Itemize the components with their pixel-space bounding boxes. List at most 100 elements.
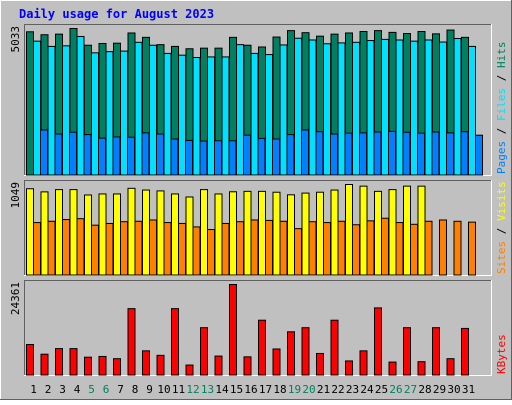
bar-visits-day-17 bbox=[258, 190, 266, 276]
day-labels: 1 2 3 4 5 6 7 8 9 10 11 12 13 14 15 16 17 18 19 20 21 22 23 24 2… bbox=[30, 383, 475, 396]
bar-pages-day-29 bbox=[446, 132, 454, 176]
bar-files-day-29 bbox=[439, 41, 447, 176]
bar-visits-day-21 bbox=[316, 191, 324, 276]
bar-sites-day-17 bbox=[265, 219, 273, 276]
bar-files-day-18 bbox=[279, 44, 288, 176]
series-sites bbox=[33, 217, 476, 276]
bar-kbytes-day-12 bbox=[185, 364, 194, 376]
bar-sites-day-14 bbox=[221, 222, 230, 276]
bar-files-day-26 bbox=[395, 39, 404, 176]
bar-sites-day-31 bbox=[468, 221, 476, 276]
bar-pages-day-1 bbox=[40, 129, 48, 176]
bar-kbytes-day-29 bbox=[432, 327, 440, 376]
bar-visits-day-6 bbox=[98, 193, 107, 276]
bar-pages-day-25 bbox=[388, 130, 396, 176]
bar-pages-day-5 bbox=[98, 137, 106, 176]
bar-kbytes-day-27 bbox=[403, 327, 411, 376]
bar-sites-day-13 bbox=[207, 229, 215, 276]
series-kbytes bbox=[26, 284, 469, 376]
bar-files-day-19 bbox=[294, 37, 302, 176]
bar-sites-day-25 bbox=[381, 217, 389, 276]
bar-kbytes-day-24 bbox=[359, 350, 368, 376]
bar-pages-day-22 bbox=[344, 132, 353, 176]
day-label-12: 12 bbox=[186, 383, 199, 396]
bar-sites-day-9 bbox=[149, 219, 157, 276]
day-label-15: 15 bbox=[230, 383, 243, 396]
bar-kbytes-day-4 bbox=[69, 348, 78, 376]
bar-files-day-30 bbox=[453, 38, 462, 176]
bar-kbytes-day-13 bbox=[200, 327, 208, 376]
bar-files-day-22 bbox=[337, 42, 346, 176]
panel-2: 1049 Sites / Visits bbox=[9, 180, 508, 276]
day-label-31: 31 bbox=[462, 383, 475, 396]
bar-pages-day-30 bbox=[460, 131, 469, 176]
bar-files-day-28 bbox=[424, 39, 433, 176]
bar-sites-day-27 bbox=[410, 223, 418, 276]
panel-1-ymax-label: 5033 bbox=[9, 26, 22, 53]
bar-files-day-15 bbox=[236, 44, 244, 176]
day-label-2: 2 bbox=[45, 383, 52, 396]
bar-pages-day-6 bbox=[112, 136, 121, 176]
bar-visits-day-11 bbox=[171, 193, 179, 276]
bar-files-day-23 bbox=[352, 41, 360, 176]
day-label-25: 25 bbox=[375, 383, 388, 396]
bar-files-day-16 bbox=[250, 52, 259, 176]
bar-pages-day-15 bbox=[243, 134, 251, 176]
bar-sites-day-6 bbox=[105, 222, 114, 276]
panel-2-series-label: Sites / Visits bbox=[495, 181, 508, 274]
bar-kbytes-day-9 bbox=[142, 350, 150, 376]
bar-kbytes-day-26 bbox=[388, 361, 397, 376]
bar-pages-day-17 bbox=[272, 138, 280, 176]
day-label-13: 13 bbox=[201, 383, 214, 396]
bar-files-day-7 bbox=[120, 50, 128, 176]
bar-files-day-14 bbox=[221, 56, 230, 176]
series-label-separator: / bbox=[495, 221, 508, 241]
bar-visits-day-25 bbox=[374, 190, 382, 276]
bar-hits-day-1 bbox=[26, 31, 34, 176]
day-label-29: 29 bbox=[433, 383, 446, 396]
day-label-14: 14 bbox=[215, 383, 229, 396]
day-label-6: 6 bbox=[103, 383, 110, 396]
bar-kbytes-day-11 bbox=[171, 308, 179, 376]
bar-sites-day-24 bbox=[366, 220, 375, 276]
bar-kbytes-day-6 bbox=[98, 355, 107, 376]
day-label-23: 23 bbox=[346, 383, 359, 396]
day-label-4: 4 bbox=[74, 383, 81, 396]
bar-files-day-17 bbox=[265, 54, 273, 176]
bar-sites-day-12 bbox=[192, 226, 201, 276]
bar-kbytes-day-7 bbox=[113, 358, 121, 376]
bar-visits-day-14 bbox=[214, 193, 223, 276]
series-label-separator: / bbox=[495, 68, 508, 88]
bar-pages-day-4 bbox=[83, 134, 92, 176]
bar-sites-day-20 bbox=[308, 221, 317, 276]
bar-sites-day-16 bbox=[250, 219, 259, 276]
bar-pages-day-21 bbox=[330, 133, 338, 176]
bar-visits-day-15 bbox=[229, 191, 237, 276]
bar-files-day-4 bbox=[76, 35, 85, 176]
bar-pages-day-24 bbox=[373, 131, 382, 176]
bar-pages-day-14 bbox=[228, 140, 237, 176]
bar-visits-day-10 bbox=[156, 190, 165, 276]
day-label-27: 27 bbox=[404, 383, 417, 396]
series-label-files: Files bbox=[495, 88, 508, 121]
bar-visits-day-4 bbox=[69, 189, 78, 276]
day-label-19: 19 bbox=[288, 383, 301, 396]
bar-files-day-9 bbox=[149, 44, 157, 176]
bar-visits-day-28 bbox=[417, 185, 426, 276]
bar-pages-day-19 bbox=[301, 129, 309, 176]
bar-pages-day-2 bbox=[54, 133, 63, 176]
bar-files-day-21 bbox=[323, 43, 331, 176]
bar-sites-day-4 bbox=[76, 218, 85, 276]
bar-files-day-25 bbox=[381, 38, 389, 176]
bar-visits-day-5 bbox=[84, 194, 92, 276]
bar-sites-day-23 bbox=[352, 224, 360, 276]
bar-sites-day-29 bbox=[439, 219, 447, 276]
bar-visits-day-13 bbox=[200, 189, 208, 276]
bar-files-day-10 bbox=[163, 52, 172, 176]
bar-pages-day-7 bbox=[127, 136, 135, 176]
bar-sites-day-28 bbox=[424, 220, 433, 276]
series-files bbox=[33, 35, 476, 176]
bar-visits-day-8 bbox=[127, 187, 136, 276]
bar-files-day-5 bbox=[91, 52, 99, 176]
